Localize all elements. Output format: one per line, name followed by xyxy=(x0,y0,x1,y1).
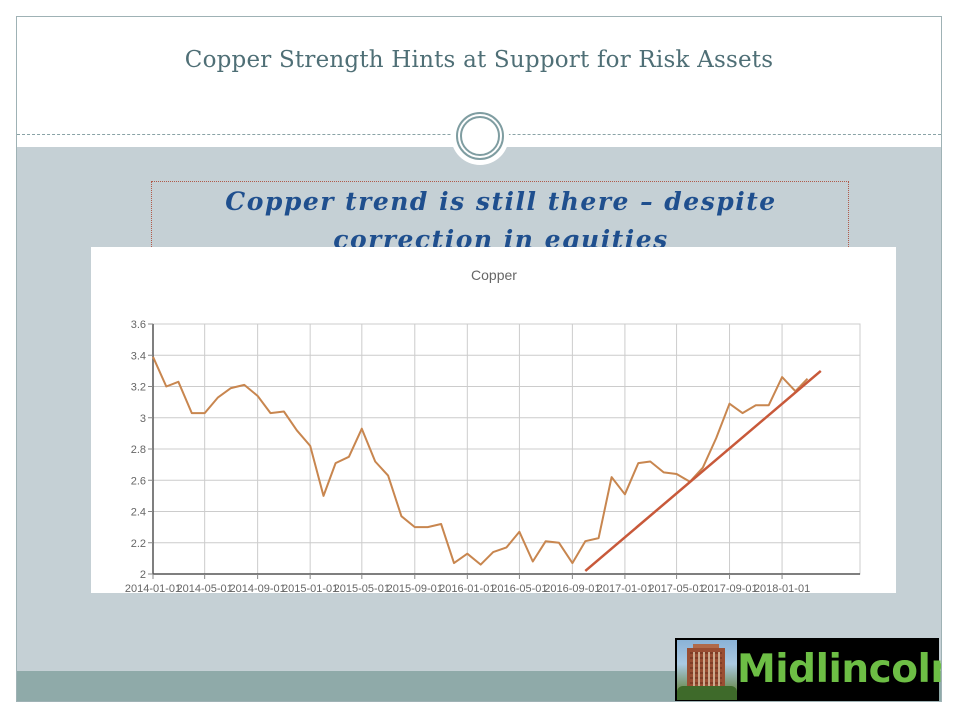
x-tick-label: 2016-01-01 xyxy=(439,583,495,593)
x-tick-label: 2014-05-01 xyxy=(177,583,233,593)
x-tick-label: 2016-09-01 xyxy=(544,583,600,593)
slide-frame: Copper Strength Hints at Support for Ris… xyxy=(16,16,942,702)
y-tick-label: 2.6 xyxy=(131,475,146,487)
chart-grid xyxy=(152,323,861,575)
y-tick-label: 2 xyxy=(140,569,146,581)
x-tick-label: 2016-05-01 xyxy=(491,583,547,593)
x-tick-label: 2014-09-01 xyxy=(229,583,285,593)
x-tick-label: 2017-05-01 xyxy=(648,583,704,593)
y-tick-label: 3.4 xyxy=(131,350,146,362)
y-tick-label: 3.6 xyxy=(131,319,146,331)
y-tick-label: 2.8 xyxy=(131,444,146,456)
chart-panel: Copper 2 2.2 2.4 2.6 2.8 3 3.2 3.4 3.6 2014-01-0… xyxy=(91,247,896,593)
x-tick-label: 2014-01-01 xyxy=(125,583,181,593)
copper-chart: Copper 2 2.2 2.4 2.6 2.8 3 3.2 3.4 3.6 2014-01-0… xyxy=(125,267,861,593)
y-axis-ticks: 2 2.2 2.4 2.6 2.8 3 3.2 3.4 3.6 xyxy=(131,319,153,581)
y-tick-label: 3.2 xyxy=(131,382,146,394)
y-tick-label: 3 xyxy=(140,413,146,425)
x-tick-label: 2018-01-01 xyxy=(754,583,810,593)
x-tick-label: 2017-09-01 xyxy=(701,583,757,593)
y-tick-label: 2.4 xyxy=(131,507,146,519)
slide-title: Copper Strength Hints at Support for Ris… xyxy=(184,47,774,73)
x-tick-label: 2017-01-01 xyxy=(597,583,653,593)
chart-series xyxy=(152,356,822,572)
trend-line xyxy=(584,369,822,572)
x-tick-label: 2015-01-01 xyxy=(282,583,338,593)
midlincoln-logo: Midlincoln xyxy=(675,638,942,701)
x-axis-ticks: 2014-01-012014-05-012014-09-012015-01-01… xyxy=(125,574,810,593)
building-photo-icon xyxy=(677,640,737,700)
logo-text: Midlincoln xyxy=(737,647,942,692)
slide-subtitle: Copper trend is still there – despite co… xyxy=(225,187,777,254)
y-tick-label: 2.2 xyxy=(131,538,146,550)
x-tick-label: 2015-09-01 xyxy=(387,583,443,593)
divider-ornament-inner xyxy=(460,116,500,156)
copper-price-line xyxy=(152,356,809,566)
chart-title: Copper xyxy=(471,267,517,283)
x-tick-label: 2015-05-01 xyxy=(334,583,390,593)
